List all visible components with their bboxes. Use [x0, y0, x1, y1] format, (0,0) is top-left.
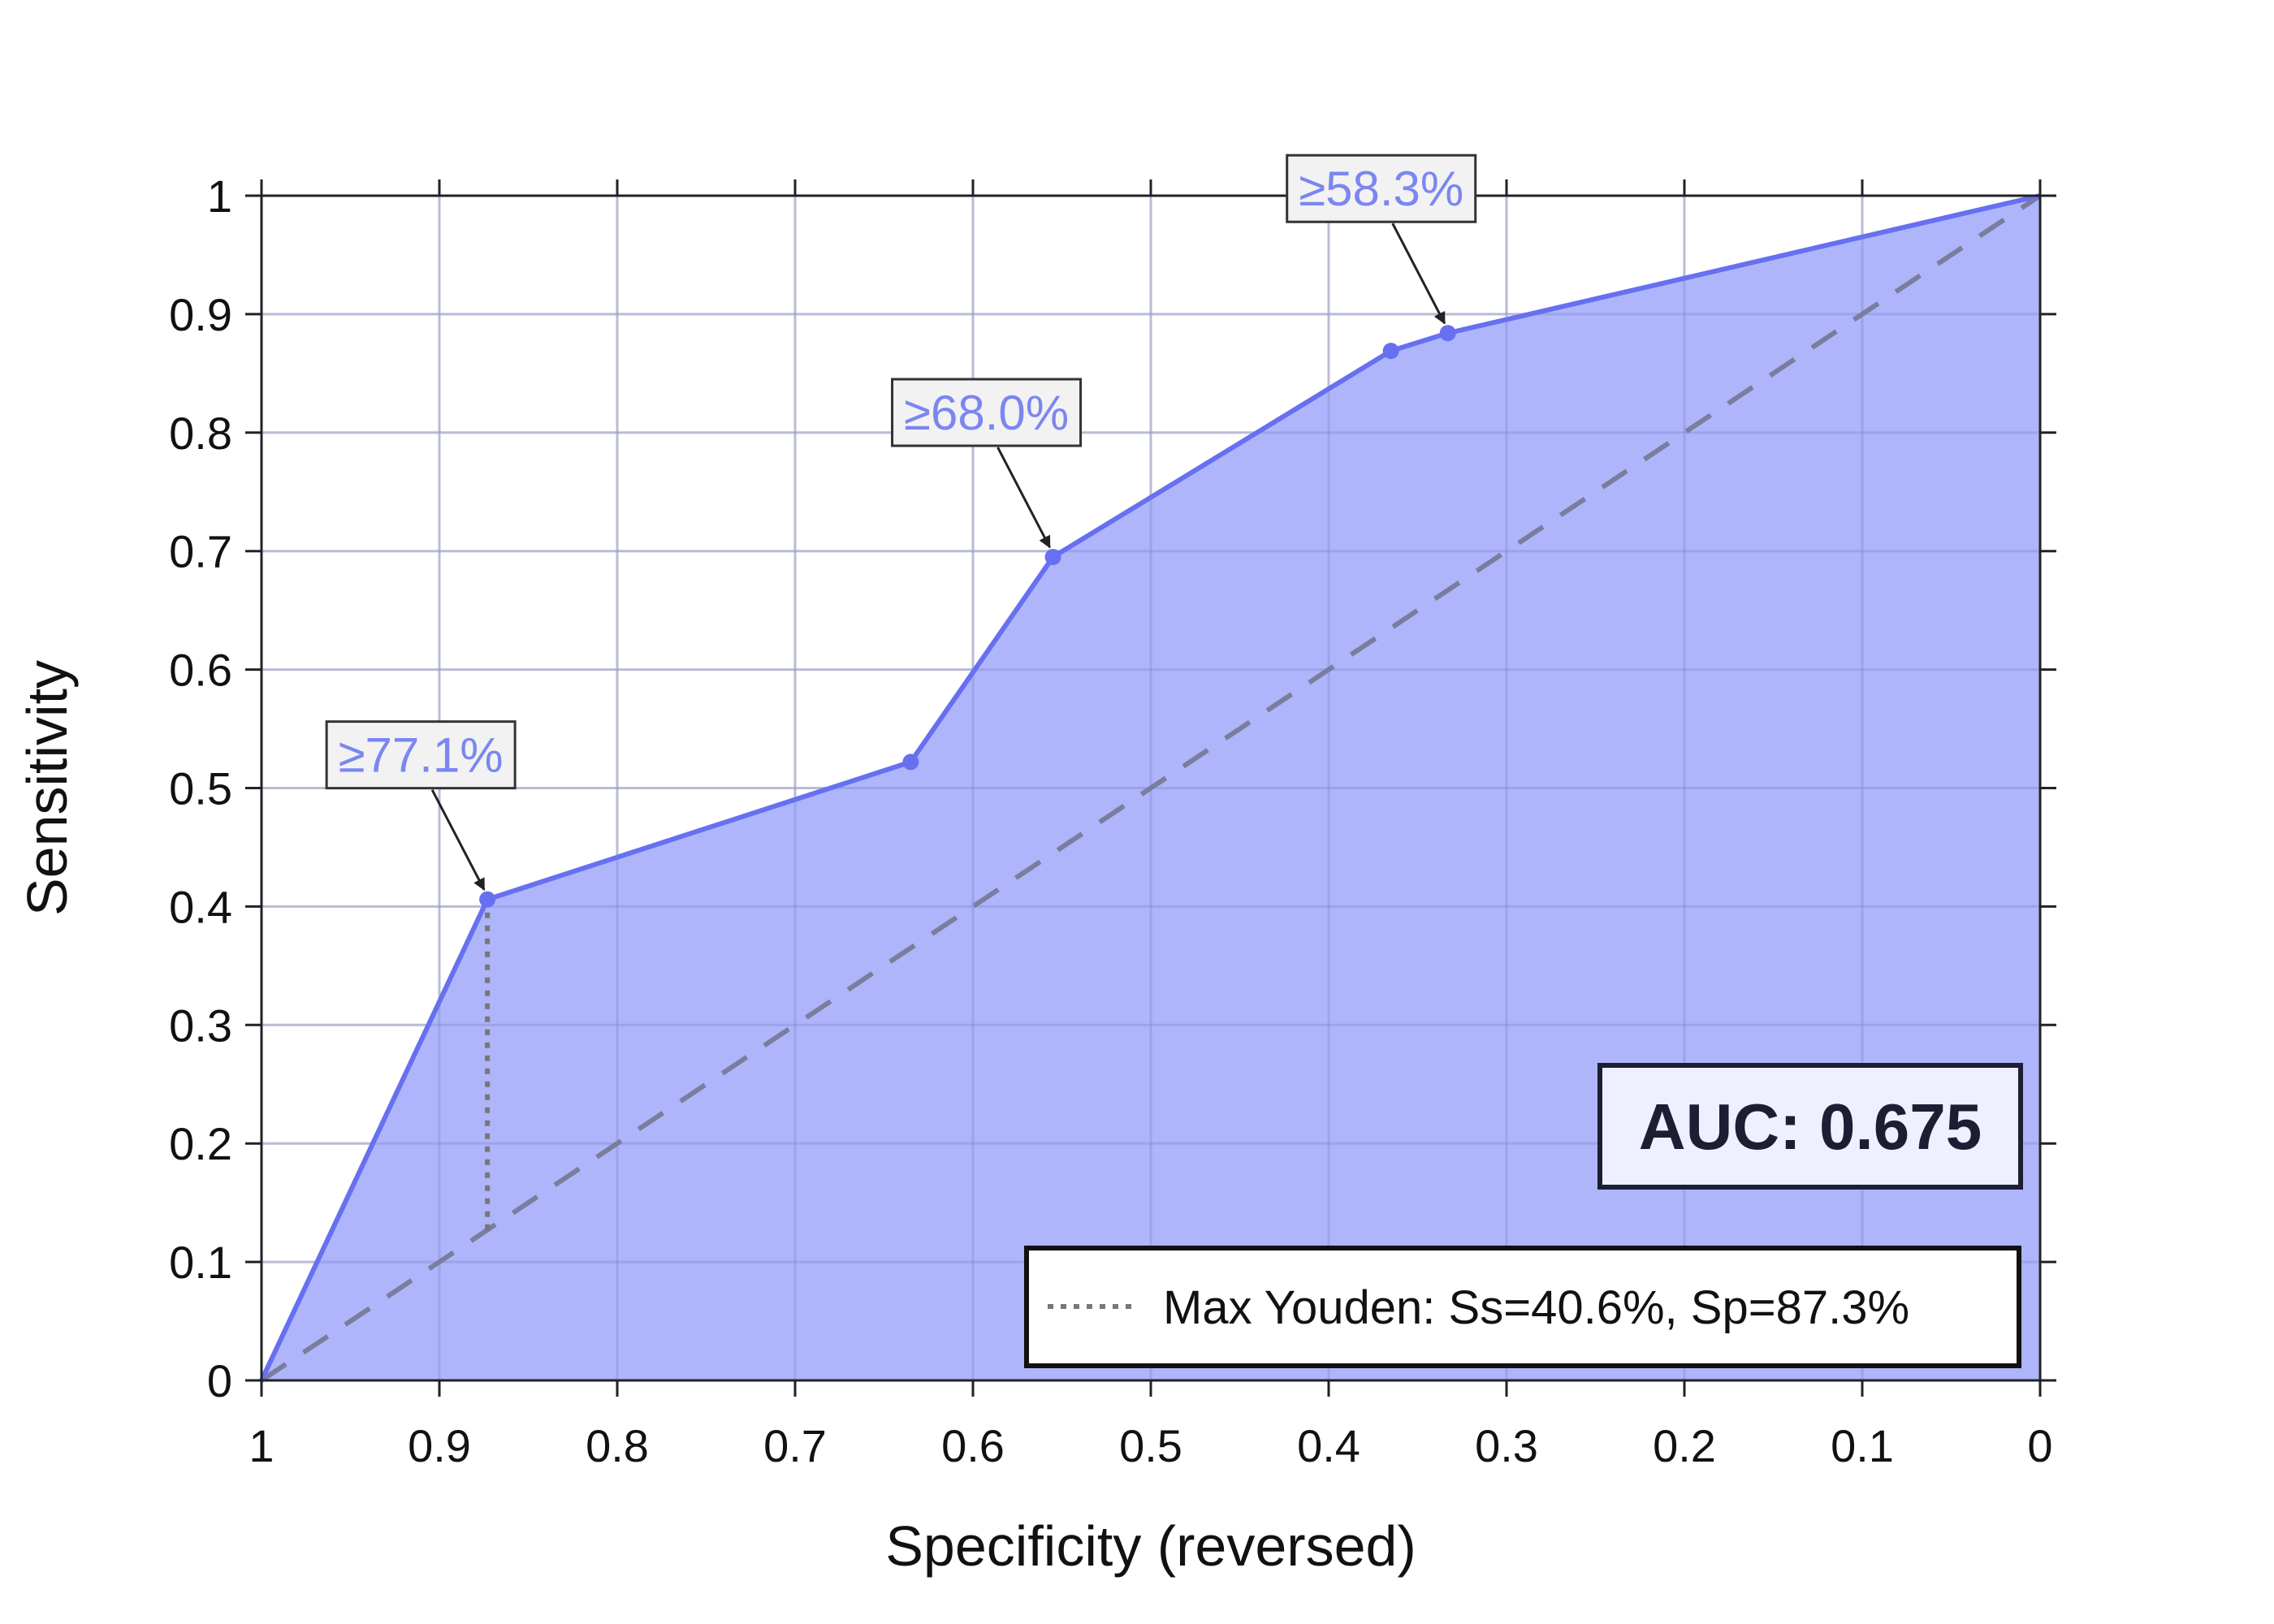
y-tick-label: 0.1 — [169, 1237, 232, 1288]
auc-box: AUC: 0.675 — [1597, 1063, 2023, 1190]
annotation-box — [891, 378, 1083, 447]
threshold-annotations: ≥77.1% ≥68.0% ≥58.3% — [325, 153, 1477, 891]
annotation-arrow — [430, 788, 486, 891]
x-tick-labels: 1 0.9 0.8 0.7 0.6 0.5 0.4 0.3 0.2 0.1 0 — [249, 1420, 2052, 1471]
y-tick-label: 0.9 — [169, 289, 232, 340]
x-tick-label: 0.4 — [1297, 1420, 1360, 1471]
x-tick-label: 0.8 — [586, 1420, 649, 1471]
annotation-label: ≥77.1% — [339, 728, 504, 783]
annotation-label: ≥58.3% — [1299, 162, 1463, 216]
annotation-arrow — [1391, 222, 1446, 325]
y-tick-label: 0.8 — [169, 408, 232, 459]
auc-label: AUC: 0.675 — [1639, 1091, 1982, 1163]
roc-point-marker — [1439, 325, 1456, 342]
y-tick-label: 0.6 — [169, 645, 232, 696]
y-tick-label: 0.7 — [169, 526, 232, 577]
auc-box-frame — [1597, 1063, 2023, 1190]
x-tick-label: 0 — [2027, 1420, 2052, 1471]
x-tick-label: 0.2 — [1653, 1420, 1716, 1471]
x-tick-label: 0.9 — [408, 1420, 471, 1471]
annotation-box — [1286, 153, 1477, 223]
y-tick-label: 0 — [207, 1355, 232, 1406]
legend-frame — [1024, 1246, 2021, 1368]
threshold-annotation: ≥58.3% — [1286, 153, 1477, 325]
annotation-arrow — [996, 447, 1051, 549]
roc-point-marker — [1044, 548, 1061, 565]
y-tick-labels: 0 0.1 0.2 0.3 0.4 0.5 0.6 0.7 0.8 0.9 1 — [169, 171, 232, 1406]
y-tick-label: 0.2 — [169, 1118, 232, 1169]
x-tick-label: 0.3 — [1475, 1420, 1538, 1471]
y-tick-label: 0.4 — [169, 881, 232, 932]
y-tick-label: 0.3 — [169, 1000, 232, 1051]
reference-diagonal-line — [260, 193, 2042, 1383]
roc-markers — [479, 325, 1456, 908]
x-tick-label: 0.7 — [763, 1420, 827, 1471]
x-tick-label: 0.1 — [1831, 1420, 1894, 1471]
x-tick-label: 0.5 — [1119, 1420, 1182, 1471]
annotation-box — [325, 720, 517, 790]
x-axis-title: Specificity (reversed) — [885, 1514, 1416, 1578]
y-axis-title: Sensitivity — [15, 660, 79, 916]
legend: Max Youden: Ss=40.6%, Sp=87.3% — [1024, 1246, 2021, 1368]
x-tick-label: 1 — [249, 1420, 274, 1471]
x-tick-label: 0.6 — [941, 1420, 1005, 1471]
threshold-annotation: ≥68.0% — [891, 378, 1083, 549]
annotation-label: ≥68.0% — [904, 386, 1069, 440]
threshold-annotation: ≥77.1% — [325, 720, 517, 891]
roc-point-marker — [1382, 343, 1399, 360]
y-tick-label: 0.5 — [169, 763, 232, 814]
roc-point-marker — [479, 891, 496, 908]
y-tick-label: 1 — [207, 171, 232, 222]
legend-label: Max Youden: Ss=40.6%, Sp=87.3% — [1163, 1281, 1909, 1334]
axis-ticks — [245, 179, 2056, 1397]
roc-point-marker — [902, 754, 919, 771]
